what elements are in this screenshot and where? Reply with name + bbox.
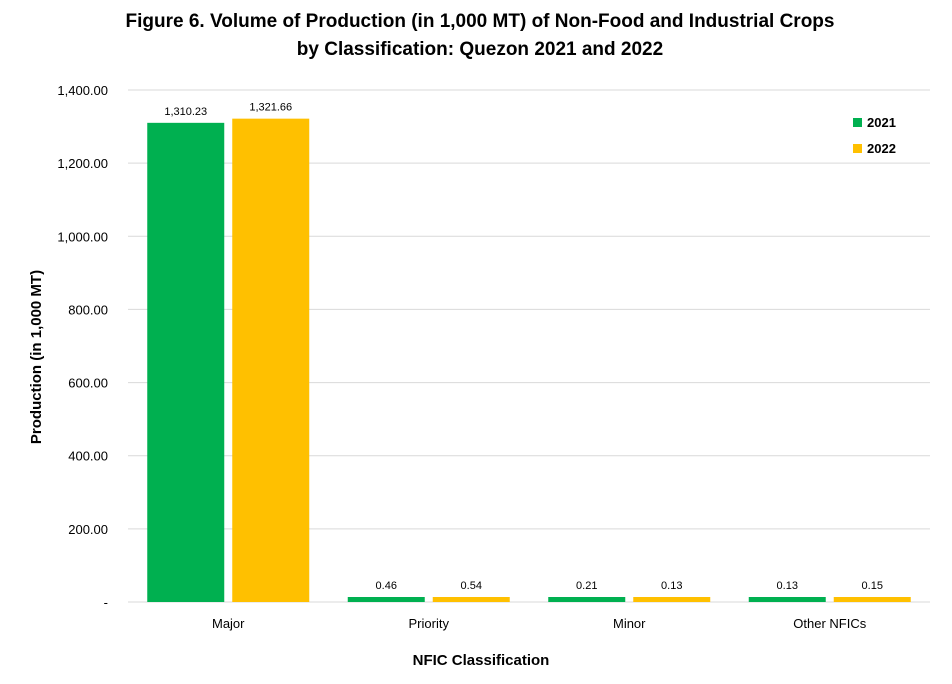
bar-2021 xyxy=(548,597,626,602)
bar-2022 xyxy=(833,597,911,602)
data-label: 0.15 xyxy=(862,580,883,592)
y-axis-ticks: - 200.00 400.00 600.00 800.00 1,000.00 1,200.0… xyxy=(57,83,108,610)
data-label: 0.13 xyxy=(777,580,798,592)
y-tick-label: 400.00 xyxy=(68,449,108,464)
chart-title-line1: Figure 6. Volume of Production (in 1,000… xyxy=(126,11,835,32)
data-label: 0.21 xyxy=(576,580,597,592)
y-tick-label: 800.00 xyxy=(68,302,108,317)
x-axis-title: NFIC Classification xyxy=(413,652,550,669)
x-category-label: Minor xyxy=(613,616,646,631)
y-tick-label: 1,000.00 xyxy=(57,229,108,244)
data-label: 0.13 xyxy=(661,580,682,592)
y-tick-label: - xyxy=(104,595,108,610)
legend-swatch xyxy=(853,144,862,153)
x-category-label: Other NFICs xyxy=(793,616,866,631)
y-tick-label: 1,400.00 xyxy=(57,83,108,98)
bar-2021 xyxy=(347,597,425,602)
y-tick-label: 200.00 xyxy=(68,522,108,537)
bar-2022 xyxy=(432,597,510,602)
data-labels: 1,310.23 1,321.66 0.46 0.54 0.21 0.13 0.13 0.15 xyxy=(164,102,883,592)
x-category-label: Priority xyxy=(409,616,450,631)
chart-title-line2: by Classification: Quezon 2021 and 2022 xyxy=(297,39,663,60)
data-label: 0.54 xyxy=(461,580,482,592)
bar-2021 xyxy=(748,597,826,602)
legend-label: 2021 xyxy=(867,115,896,130)
bar-2022 xyxy=(232,118,310,602)
x-axis-categories: Major Priority Minor Other NFICs xyxy=(212,616,867,631)
y-tick-label: 1,200.00 xyxy=(57,156,108,171)
x-category-label: Major xyxy=(212,616,245,631)
legend-label: 2022 xyxy=(867,141,896,156)
data-label: 0.46 xyxy=(376,580,397,592)
y-axis-title: Production (in 1,000 MT) xyxy=(28,270,45,444)
y-tick-label: 600.00 xyxy=(68,376,108,391)
bar-2022 xyxy=(633,597,711,602)
data-label: 1,310.23 xyxy=(164,106,207,118)
legend-swatch xyxy=(853,118,862,127)
bars xyxy=(147,118,911,602)
data-label: 1,321.66 xyxy=(249,102,292,114)
bar-2021 xyxy=(147,122,225,602)
legend: 2021 2022 xyxy=(853,115,896,156)
